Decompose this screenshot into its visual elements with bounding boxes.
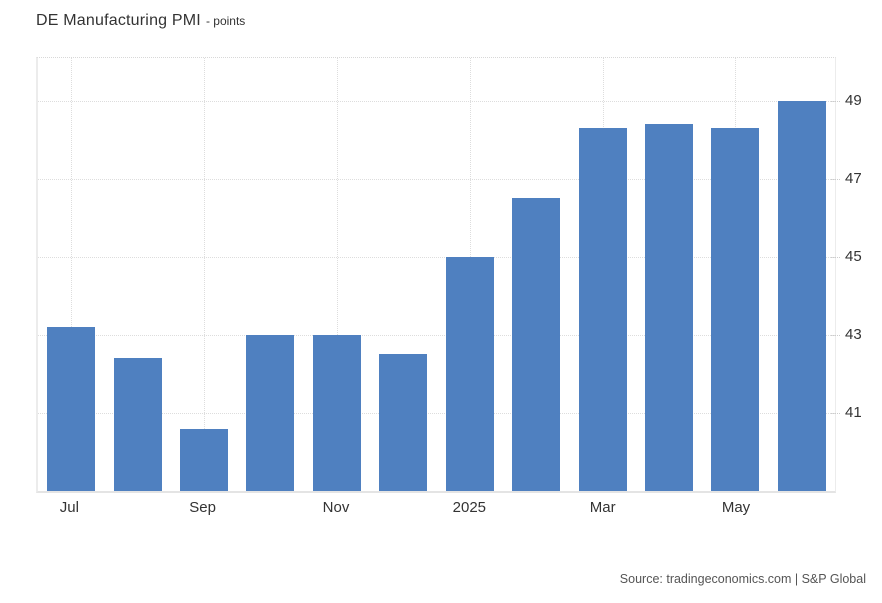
h-gridline-49	[38, 100, 835, 102]
v-gridline-nov	[336, 58, 338, 491]
h-gridline-47	[38, 178, 835, 180]
y-tick-mark-41	[831, 412, 840, 414]
x-axis-label-jul: Jul	[59, 499, 79, 516]
bar-mar-2025[interactable]	[578, 128, 627, 491]
x-axis-label-2025: 2025	[452, 499, 487, 516]
v-gridline-jul	[71, 58, 73, 491]
bar-aug-2024[interactable]	[113, 358, 162, 491]
chart-header: DE Manufacturing PMI - points	[36, 12, 245, 30]
y-axis-label-47: 47	[845, 170, 862, 188]
bar-apr-2025[interactable]	[644, 124, 693, 491]
h-gridline-43	[38, 334, 835, 336]
x-axis-label-sep: Sep	[189, 499, 217, 516]
bar-may-2025[interactable]	[711, 128, 760, 491]
chart-subtitle: - points	[205, 14, 246, 28]
plot-area: 41 43 45 47 49	[36, 57, 862, 493]
bar-dec-2024[interactable]	[379, 354, 428, 491]
y-tick-mark-45	[831, 256, 840, 258]
y-tick-mark-49	[831, 100, 840, 102]
y-axis-label-43: 43	[845, 326, 862, 344]
source-note: Source: tradingeconomics.com | S&P Globa…	[619, 572, 866, 586]
h-gridline-41	[38, 412, 835, 414]
v-gridline-sep	[204, 58, 206, 491]
bar-feb-2025[interactable]	[512, 198, 561, 491]
bar-jan-2025[interactable]	[445, 256, 494, 491]
x-axis-label-mar: Mar	[589, 499, 616, 516]
bar-oct-2024[interactable]	[246, 334, 295, 491]
bar-jun-2025[interactable]	[777, 100, 826, 491]
y-axis-label-45: 45	[845, 248, 862, 266]
h-gridline-45	[38, 256, 835, 258]
bar-sep-2024[interactable]	[180, 428, 229, 491]
x-axis-label-nov: Nov	[322, 499, 350, 516]
y-axis-label-49: 49	[845, 92, 862, 110]
bar-nov-2024[interactable]	[312, 334, 361, 491]
chart-title: DE Manufacturing PMI	[36, 12, 201, 29]
y-tick-mark-47	[831, 178, 840, 180]
bar-jul-2024[interactable]	[47, 327, 96, 491]
x-axis-label-may: May	[721, 499, 751, 516]
y-axis-label-41: 41	[845, 404, 862, 422]
y-tick-mark-43	[831, 334, 840, 336]
x-axis: Jul Sep Nov 2025 Mar May	[36, 499, 836, 521]
